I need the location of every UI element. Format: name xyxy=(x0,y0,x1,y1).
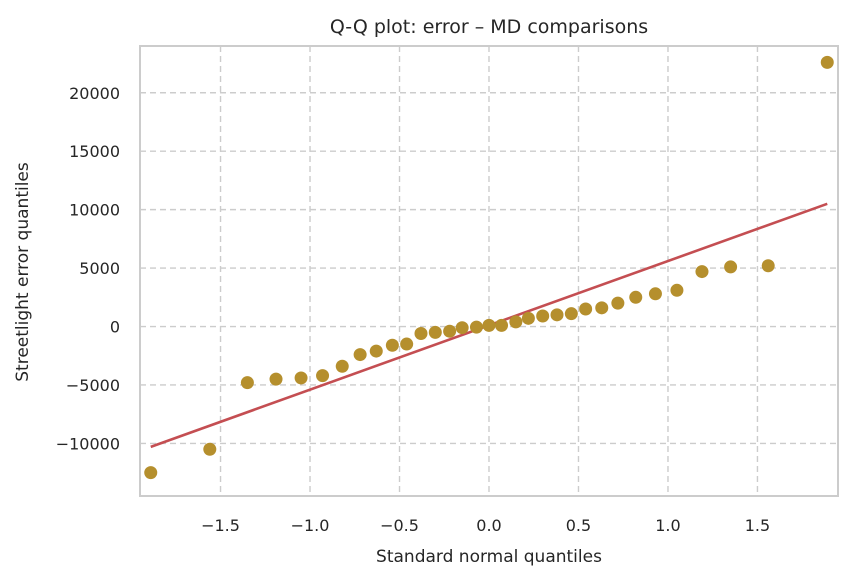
plot-frame xyxy=(139,45,839,497)
x-tick-label: 0.0 xyxy=(476,516,501,535)
data-point xyxy=(369,344,383,358)
data-point xyxy=(240,376,254,390)
data-point xyxy=(521,311,535,325)
x-tick-label: 0.5 xyxy=(566,516,591,535)
data-point xyxy=(761,259,775,273)
data-point xyxy=(495,318,509,332)
data-point xyxy=(335,359,349,373)
data-point xyxy=(579,302,593,316)
grid-lines xyxy=(140,46,838,496)
data-point xyxy=(269,372,283,386)
chart-title: Q-Q plot: error – MD comparisons xyxy=(330,16,648,38)
data-points-layer xyxy=(144,55,834,480)
y-tick-label: −10000 xyxy=(56,434,120,453)
y-tick-label: 10000 xyxy=(69,201,120,220)
data-point xyxy=(144,466,158,480)
x-tick-label: 1.0 xyxy=(655,516,680,535)
y-tick-label: 5000 xyxy=(79,259,120,278)
data-point xyxy=(443,324,457,338)
data-point xyxy=(629,290,643,304)
y-tick-label: 15000 xyxy=(69,142,120,161)
x-tick-label: −0.5 xyxy=(380,516,419,535)
data-point xyxy=(469,320,483,334)
data-point xyxy=(695,265,709,279)
data-point xyxy=(536,309,550,323)
data-point xyxy=(353,348,367,362)
x-tick-label: 1.5 xyxy=(745,516,770,535)
data-point xyxy=(203,442,217,456)
x-axis-label: Standard normal quantiles xyxy=(376,547,602,567)
data-point xyxy=(550,308,564,322)
data-point xyxy=(316,369,330,383)
data-point xyxy=(385,338,399,352)
x-tick-label: −1.0 xyxy=(291,516,330,535)
data-point xyxy=(455,321,469,335)
data-point xyxy=(414,327,428,341)
data-point xyxy=(648,287,662,301)
data-point xyxy=(509,315,523,329)
data-point xyxy=(400,337,414,351)
y-tick-label: 0 xyxy=(110,318,120,337)
y-tick-label: −5000 xyxy=(66,376,120,395)
x-tick-labels: −1.5 −1.0 −0.5 0.0 0.5 1.0 1.5 xyxy=(201,516,770,535)
data-point xyxy=(611,296,625,310)
y-axis-label: Streetlight error quantiles xyxy=(13,162,33,382)
data-point xyxy=(724,260,738,274)
data-point xyxy=(482,318,496,332)
data-point xyxy=(564,307,578,321)
y-tick-labels: −10000 −5000 0 5000 10000 15000 20000 xyxy=(56,84,120,454)
y-tick-label: 20000 xyxy=(69,84,120,103)
data-point xyxy=(820,55,834,69)
x-tick-label: −1.5 xyxy=(201,516,240,535)
data-point xyxy=(428,325,442,339)
data-point xyxy=(294,371,308,385)
data-point xyxy=(595,301,609,315)
data-point xyxy=(670,283,684,297)
